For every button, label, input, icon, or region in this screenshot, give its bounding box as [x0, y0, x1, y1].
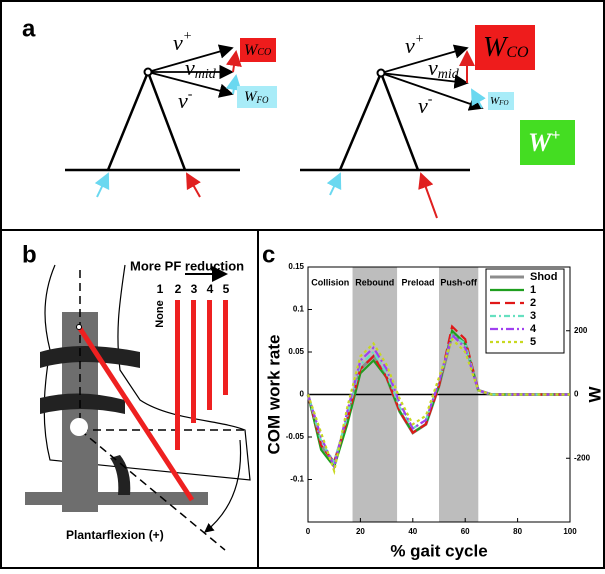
legend-label: 2 [530, 297, 536, 309]
level-label: 4 [207, 282, 214, 296]
reduction-title: More PF reduction [130, 258, 244, 273]
y-tick-label: 0.15 [288, 262, 304, 271]
figure: a v+ vmid v- WCO WFO v+ vmid v- WCO WFO … [0, 0, 605, 569]
y-tick-label: -0.1 [290, 475, 304, 484]
y2-tick-label: -200 [574, 453, 591, 462]
level-label: None [154, 300, 166, 328]
panel-b: b More PF reduction 1 None 2 3 4 5 Plant… [22, 241, 250, 550]
panel-label: b [22, 241, 37, 268]
v-mid-label: vmid [428, 55, 460, 82]
legend-label: 3 [530, 310, 536, 322]
legend-label: 5 [530, 336, 536, 348]
level-label: 2 [175, 282, 182, 296]
y2-axis-label: W [585, 386, 604, 403]
y-tick-label: 0 [300, 390, 305, 399]
phase-label: Push-off [440, 277, 477, 287]
v-plus-label: v+ [405, 32, 424, 58]
v-plus-label: v+ [173, 29, 192, 55]
legend-label: 4 [530, 323, 537, 335]
level-label: 1 [157, 282, 164, 296]
y-axis-label: COM work rate [264, 335, 283, 455]
level-label: 3 [191, 282, 198, 296]
y-tick-label: -0.05 [286, 432, 305, 441]
level-label: 5 [223, 282, 230, 296]
v-mid-label: vmid [185, 55, 217, 82]
x-tick-label: 0 [306, 527, 311, 536]
caption: Plantarflexion (+) [66, 528, 164, 542]
x-tick-label: 80 [513, 527, 522, 536]
x-tick-label: 60 [461, 527, 470, 536]
y-tick-label: 0.1 [293, 305, 305, 314]
panel-c: c Collision Rebound Preload Push-off -0.1 -0.… [262, 241, 604, 560]
panel-label: a [22, 15, 36, 42]
x-tick-label: 20 [356, 527, 365, 536]
v-minus-label: v- [178, 87, 193, 113]
panel-a: a v+ vmid v- WCO WFO v+ vmid v- WCO WFO … [22, 15, 575, 218]
y2-tick-label: 200 [574, 326, 588, 335]
x-axis-label: % gait cycle [390, 541, 487, 560]
x-tick-label: 40 [408, 527, 417, 536]
legend-label: Shod [530, 271, 558, 283]
legend-label: 1 [530, 284, 536, 296]
y2-tick-label: 0 [574, 390, 579, 399]
phase-label: Collision [311, 277, 349, 287]
phase-label: Preload [402, 277, 435, 287]
y-tick-label: 0.05 [288, 347, 304, 356]
panel-label: c [262, 241, 275, 268]
phase-label: Rebound [355, 277, 394, 287]
v-minus-label: v- [418, 92, 433, 118]
x-tick-label: 100 [563, 527, 577, 536]
